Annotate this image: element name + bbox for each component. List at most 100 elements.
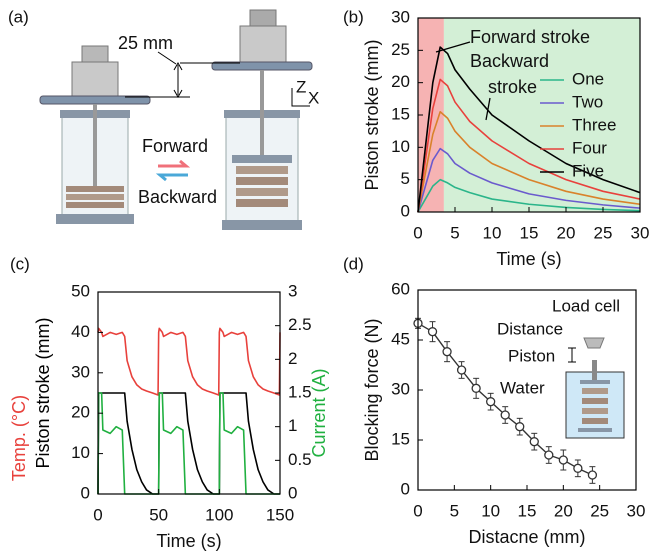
legend-label: One bbox=[572, 69, 604, 88]
y-tick-label: 20 bbox=[71, 403, 90, 422]
x-tick-label: 0 bbox=[413, 223, 422, 242]
y-tick-label: 30 bbox=[391, 7, 410, 26]
panel-label: (d) bbox=[343, 254, 364, 273]
inset-label: Piston bbox=[508, 346, 555, 365]
x-tick-label: 0 bbox=[93, 505, 102, 524]
y-tick-label: 50 bbox=[71, 281, 90, 300]
body bbox=[71, 61, 119, 97]
base bbox=[578, 428, 612, 432]
x-tick-label: 10 bbox=[483, 223, 502, 242]
piston bbox=[580, 380, 610, 384]
x-tick-label: 100 bbox=[205, 505, 233, 524]
bellows bbox=[236, 199, 288, 207]
panel-label: (b) bbox=[343, 7, 364, 26]
data-point bbox=[573, 463, 583, 473]
spring bbox=[249, 9, 277, 27]
bellows bbox=[582, 408, 608, 414]
x-axis-label: Time (s) bbox=[496, 249, 561, 269]
x-tick-label: 25 bbox=[594, 223, 613, 242]
legend-label: Five bbox=[572, 161, 604, 180]
bellows bbox=[236, 177, 288, 185]
leader-line bbox=[157, 51, 177, 65]
x-tick-label: 5 bbox=[450, 223, 459, 242]
y-tick-label: 20 bbox=[391, 72, 410, 91]
data-point bbox=[544, 450, 554, 460]
inset-label: Water bbox=[500, 378, 545, 397]
x-tick-label: 50 bbox=[149, 505, 168, 524]
y2-axis-label: Current (A) bbox=[309, 368, 329, 457]
panel-label: (a) bbox=[8, 7, 29, 26]
x-axis-label: Time (s) bbox=[156, 531, 221, 551]
axis-x-label: X bbox=[308, 88, 319, 107]
base bbox=[222, 220, 302, 230]
y2-tick-label: 1.5 bbox=[288, 382, 312, 401]
y-tick-label: 10 bbox=[71, 443, 90, 462]
piston bbox=[232, 155, 292, 163]
bellows bbox=[582, 418, 608, 424]
y-tick-label: 0 bbox=[401, 201, 410, 220]
bellows bbox=[236, 188, 288, 196]
y-axis-label: Piston stroke (mm) bbox=[362, 39, 382, 190]
y-tick-label: 45 bbox=[391, 329, 410, 348]
inset-label: Load cell bbox=[552, 296, 620, 315]
data-line bbox=[97, 392, 281, 495]
axes-icon bbox=[291, 88, 310, 107]
x-tick-label: 150 bbox=[266, 505, 294, 524]
data-point bbox=[456, 365, 467, 375]
y-tick-label: 60 bbox=[391, 279, 410, 298]
forward-arrow bbox=[158, 159, 191, 168]
axis-z-label: Z bbox=[296, 77, 306, 96]
bellows bbox=[582, 398, 608, 404]
annotation: stroke bbox=[488, 77, 537, 97]
data-line bbox=[417, 178, 641, 213]
data-point bbox=[471, 383, 481, 393]
x-axis-label: Distacne (mm) bbox=[468, 527, 585, 547]
annotation-arrow bbox=[485, 97, 491, 121]
forward-label: Forward bbox=[142, 136, 208, 156]
bellows bbox=[582, 388, 608, 394]
inset-label: Distance bbox=[497, 319, 563, 338]
backward-label: Backward bbox=[138, 187, 217, 207]
data-line bbox=[417, 147, 641, 213]
bellows bbox=[66, 194, 124, 200]
rod bbox=[93, 104, 97, 186]
y-tick-label: 10 bbox=[391, 137, 410, 156]
legend-label: Four bbox=[572, 138, 607, 157]
data-point bbox=[529, 437, 539, 447]
shade-region bbox=[443, 18, 640, 212]
data-point bbox=[558, 455, 568, 465]
y-tick-label: 5 bbox=[401, 169, 410, 188]
annotation: Forward stroke bbox=[470, 27, 590, 47]
y2-tick-label: 3 bbox=[288, 281, 297, 300]
bellows bbox=[236, 166, 288, 174]
y-tick-label: 15 bbox=[391, 429, 410, 448]
base bbox=[56, 214, 134, 224]
dimension-label: 25 mm bbox=[118, 33, 173, 53]
x-tick-label: 30 bbox=[627, 501, 646, 520]
data-line bbox=[417, 110, 641, 213]
data-point bbox=[587, 470, 598, 480]
y-tick-label: 15 bbox=[391, 104, 410, 123]
x-tick-label: 30 bbox=[631, 223, 650, 242]
legend-label: Three bbox=[572, 115, 616, 134]
body bbox=[239, 25, 287, 63]
y2-tick-label: 0.5 bbox=[288, 450, 312, 469]
legend-label: Two bbox=[572, 92, 603, 111]
y-tick-label: 30 bbox=[391, 379, 410, 398]
x-tick-label: 15 bbox=[520, 223, 539, 242]
x-tick-label: 10 bbox=[481, 501, 500, 520]
data-line bbox=[417, 78, 641, 213]
data-point bbox=[515, 422, 525, 432]
data-line bbox=[97, 327, 281, 396]
data-line bbox=[417, 46, 641, 213]
annotation-arrow bbox=[435, 41, 471, 53]
data-point bbox=[427, 327, 438, 337]
arrow-head bbox=[173, 61, 183, 99]
bellows bbox=[66, 202, 124, 208]
y-axis-label: Blocking force (N) bbox=[362, 318, 382, 461]
y-tick-label: 25 bbox=[391, 40, 410, 59]
x-tick-label: 25 bbox=[590, 501, 609, 520]
x-tick-label: 15 bbox=[518, 501, 537, 520]
device-illustration: (a) 25 mm Forward Backward bbox=[8, 7, 319, 230]
bellows bbox=[66, 186, 124, 192]
